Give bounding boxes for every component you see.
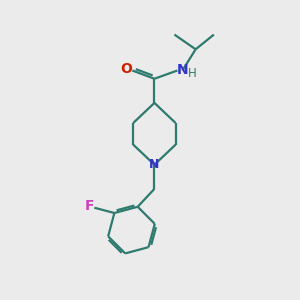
Text: H: H	[188, 67, 197, 80]
Text: F: F	[84, 199, 94, 213]
Text: N: N	[177, 64, 188, 77]
Text: N: N	[149, 158, 160, 171]
Text: O: O	[121, 62, 132, 76]
